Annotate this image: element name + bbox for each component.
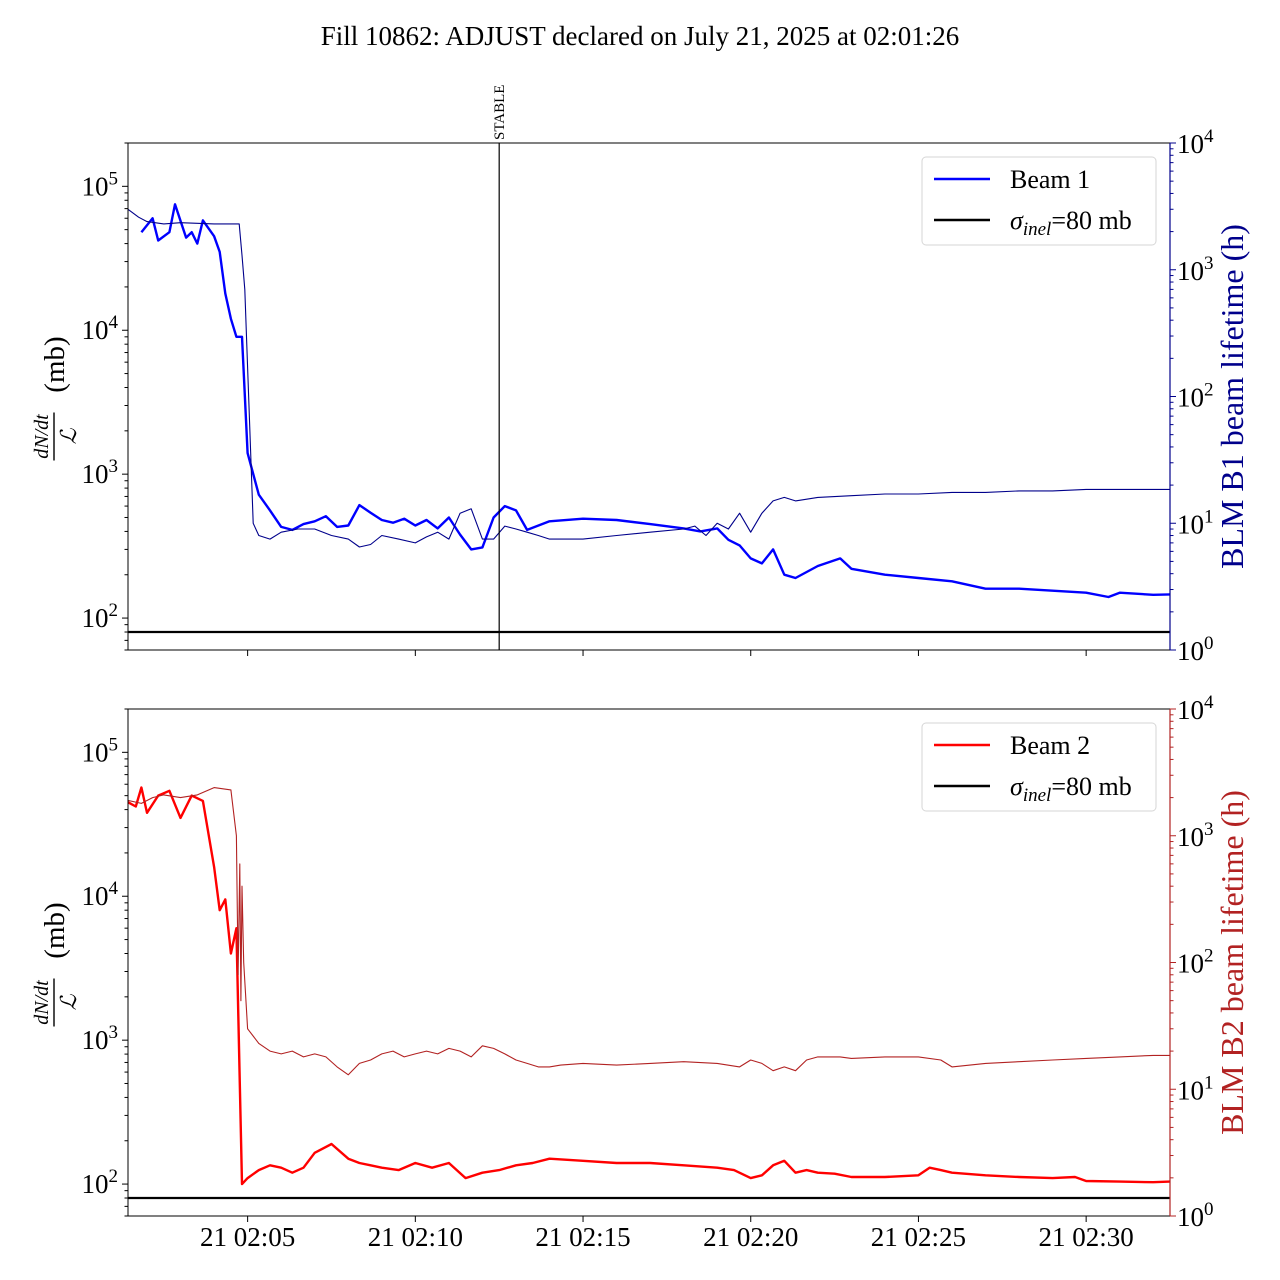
panel-bottom-beam2: 102 103 104 105 100 101 102 103 104 21 02:05 21 02… <box>31 692 1250 1252</box>
y2-tick-label: 101 <box>1177 1072 1214 1105</box>
legend-label-sigma-inel: σinel=80 mb <box>1010 206 1132 240</box>
x-tick-label: 21 02:20 <box>703 1222 798 1252</box>
y-axis-label-unit: (mb) <box>39 336 71 392</box>
y-axis-label-denominator: ℒ <box>56 993 81 1010</box>
legend: Beam 1 σinel=80 mb <box>921 156 1157 246</box>
panel-top-beam1: STABLE 102 103 104 105 100 101 102 103 104 dN/dt ℒ (… <box>31 85 1250 666</box>
y2-axis-label: BLM B1 beam lifetime (h) <box>1214 224 1250 569</box>
series-line-blm-b1-beam-lifetime <box>128 208 1170 548</box>
legend: Beam 2 σinel=80 mb <box>921 722 1157 812</box>
series-line-beam-1 <box>140 203 1170 599</box>
y-tick-label: 102 <box>82 600 119 633</box>
x-tick-label: 21 02:05 <box>200 1222 295 1252</box>
legend-label-sigma-inel: σinel=80 mb <box>1010 772 1132 806</box>
y-axis-label-unit: (mb) <box>39 902 71 958</box>
y2-tick-label: 104 <box>1177 692 1214 725</box>
x-tick-label: 21 02:10 <box>368 1222 463 1252</box>
x-tick-label: 21 02:15 <box>535 1222 630 1252</box>
legend-label-beam-2: Beam 2 <box>1010 731 1090 760</box>
stable-marker-label: STABLE <box>492 85 508 140</box>
y-axis-label: dN/dt ℒ (mb) <box>31 336 81 461</box>
y-tick-label: 104 <box>82 878 119 911</box>
y-axis-label: dN/dt ℒ (mb) <box>31 902 81 1027</box>
y-tick-label: 105 <box>82 734 119 767</box>
y-tick-label: 103 <box>82 456 119 489</box>
y2-axis-label: BLM B2 beam lifetime (h) <box>1214 790 1250 1135</box>
y2-tick-label: 104 <box>1177 126 1214 159</box>
y2-tick-label: 100 <box>1177 1199 1214 1232</box>
y-tick-label: 104 <box>82 312 119 345</box>
y-tick-label: 102 <box>82 1166 119 1199</box>
y-axis-label-denominator: ℒ <box>56 427 81 444</box>
y2-tick-label: 103 <box>1177 253 1214 286</box>
y-axis-label-numerator: dN/dt <box>31 980 53 1025</box>
figure-title: Fill 10862: ADJUST declared on July 21, … <box>321 21 959 51</box>
y2-tick-label: 100 <box>1177 633 1214 666</box>
y2-tick-label: 102 <box>1177 946 1214 979</box>
legend-label-beam-1: Beam 1 <box>1010 165 1090 194</box>
x-tick-label: 21 02:30 <box>1039 1222 1134 1252</box>
y2-tick-label: 101 <box>1177 506 1214 539</box>
series-line-blm-b2-beam-lifetime <box>128 787 1170 1076</box>
x-tick-label: 21 02:25 <box>871 1222 966 1252</box>
y2-tick-label: 103 <box>1177 819 1214 852</box>
y-tick-label: 103 <box>82 1022 119 1055</box>
y2-tick-label: 102 <box>1177 380 1214 413</box>
y-axis-label-numerator: dN/dt <box>31 414 53 459</box>
series-line-beam-2 <box>128 786 1170 1186</box>
y-tick-label: 105 <box>82 168 119 201</box>
